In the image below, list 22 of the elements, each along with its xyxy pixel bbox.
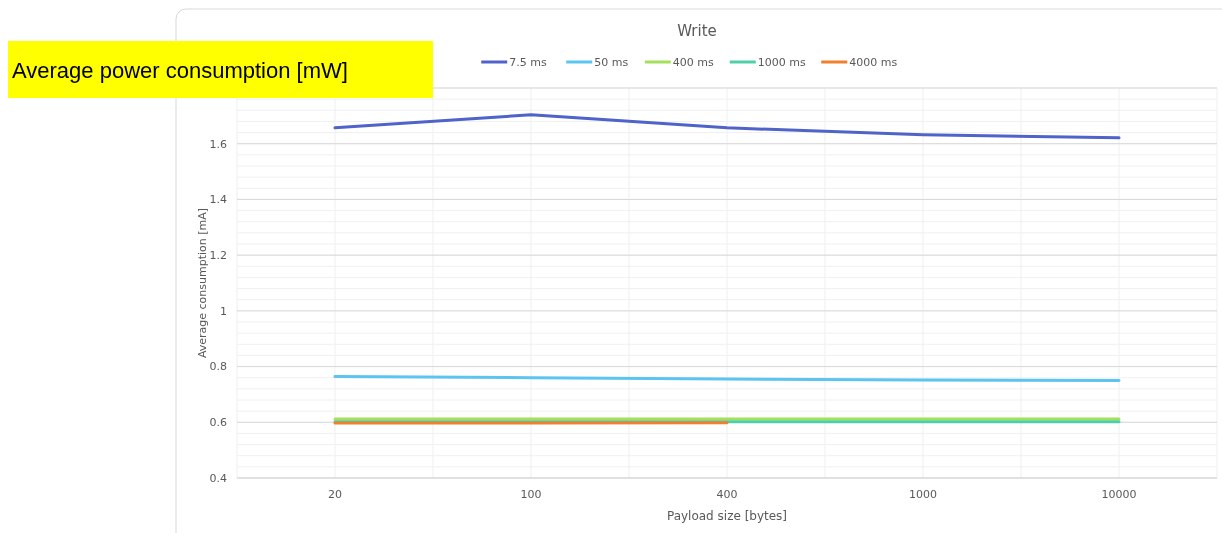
chart-title: Write (677, 22, 717, 40)
line-series (333, 113, 1121, 140)
y-tick-label: 1 (220, 304, 227, 318)
y-tick-label: 0.6 (209, 416, 227, 430)
legend-label: 4000 ms (849, 55, 898, 69)
x-tick-label: 1000 (909, 488, 937, 501)
x-tick-label: 20 (328, 488, 342, 501)
x-tick-label: 100 (520, 488, 542, 501)
legend-label: 400 ms (672, 55, 714, 69)
x-axis-title: Payload size [bytes] (666, 509, 788, 523)
y-tick-label: 1.6 (209, 137, 227, 151)
x-tick-label: 10000 (1101, 488, 1137, 501)
legend-label: 1000 ms (757, 55, 806, 69)
x-tick-label: 400 (716, 488, 738, 501)
y-tick-label: 0.8 (209, 360, 227, 374)
legend-label: 50 ms (594, 55, 629, 69)
y-tick-label: 1.4 (209, 193, 227, 207)
y-axis-title: Average consumption [mA] (196, 207, 209, 359)
y-tick-label: 0.4 (209, 471, 227, 485)
legend-label: 7.5 ms (509, 55, 547, 69)
y-tick-label: 1.2 (209, 248, 227, 262)
text: Average power consumption [mW] (12, 57, 348, 83)
